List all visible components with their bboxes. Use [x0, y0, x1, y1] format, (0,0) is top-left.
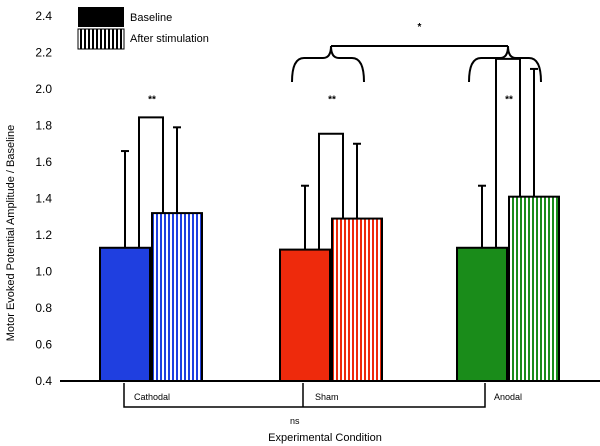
between-condition-significance-label: *: [418, 22, 422, 33]
category-labels: Cathodal Sham Anodal ns: [123, 383, 522, 426]
significance-bracket-sham: [318, 132, 344, 250]
significance-bracket-anodal: [495, 57, 521, 248]
legend-label-baseline: Baseline: [130, 12, 172, 24]
y-tick-label: 0.6: [35, 338, 52, 352]
category-label-anodal: Anodal: [494, 392, 522, 402]
y-axis-ticks: 0.4 0.6 0.8 1.0 1.2 1.4 1.6 1.8 2.0 2.2 2.4: [35, 9, 52, 388]
legend-label-after-stimulation: After stimulation: [130, 33, 209, 45]
significance-label-sham: **: [328, 95, 336, 106]
error-bars: [121, 67, 538, 250]
y-tick-label: 1.4: [35, 192, 52, 206]
y-tick-label: 1.8: [35, 119, 52, 133]
y-tick-label: 2.4: [35, 9, 52, 23]
y-axis-title: Motor Evoked Potential Amplitude / Basel…: [5, 125, 17, 341]
y-tick-label: 0.8: [35, 301, 52, 315]
baseline-comparison-label: ns: [290, 416, 300, 426]
y-tick-label: 1.0: [35, 265, 52, 279]
y-tick-label: 1.6: [35, 155, 52, 169]
bars: [99, 195, 560, 382]
bar-anodal-baseline: [456, 246, 508, 382]
category-label-sham: Sham: [315, 392, 339, 402]
category-label-cathodal: Cathodal: [134, 392, 170, 402]
significance-label-anodal: **: [505, 95, 513, 106]
y-tick-label: 1.2: [35, 228, 52, 242]
legend: Baseline After stimulation: [77, 7, 209, 50]
significance-bracket-cathodal: [138, 116, 164, 248]
bar-sham-baseline: [279, 248, 331, 382]
significance-markers: ** ** ***: [138, 22, 542, 250]
bar-sham-after-stimulation: [331, 217, 383, 382]
bar-cathodal-baseline: [99, 246, 151, 382]
bar-cathodal-after-stimulation: [151, 212, 203, 382]
y-tick-label: 2.0: [35, 82, 52, 96]
y-tick-label: 2.2: [35, 46, 52, 60]
legend-swatch-after-stimulation: [77, 28, 125, 50]
x-axis-title: Experimental Condition: [268, 432, 382, 444]
significance-brace: [291, 45, 365, 83]
legend-swatch-baseline: [78, 7, 124, 27]
y-tick-label: 0.4: [35, 374, 52, 388]
significance-label-cathodal: **: [148, 95, 156, 106]
baseline-comparison-bracket: [123, 383, 486, 408]
significance-brace: [468, 45, 542, 83]
bar-anodal-after-stimulation: [508, 195, 560, 382]
